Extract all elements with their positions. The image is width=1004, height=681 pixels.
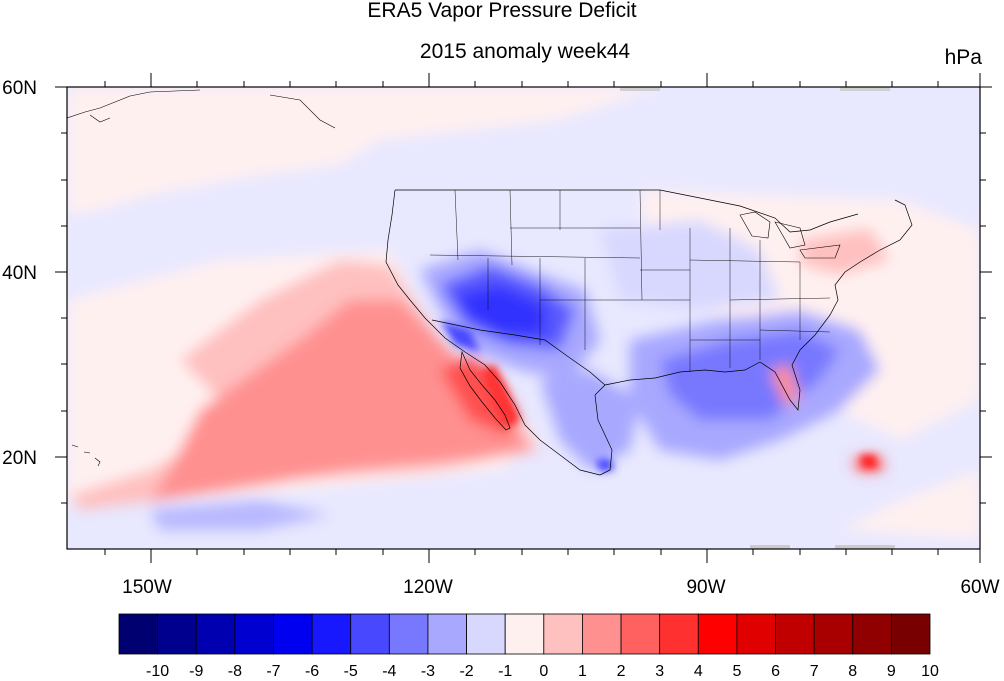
colorbar-swatch	[118, 613, 159, 655]
colorbar-swatch	[157, 613, 197, 655]
colorbar-tick-label: -9	[189, 663, 203, 680]
hawaii-islands	[71, 444, 101, 467]
latitude-labels: 60N 40N 20N	[2, 78, 37, 469]
anomaly-field	[67, 87, 980, 549]
colorbar-swatch	[466, 613, 506, 655]
canada-border	[395, 189, 859, 233]
colorbar-swatch	[195, 613, 236, 655]
colorbar-tick-label: -4	[382, 663, 396, 680]
colorbar-swatch	[388, 613, 429, 655]
colorbar-tick-label: 0	[539, 663, 548, 680]
colorbar-swatch	[273, 613, 313, 655]
colorbar-tick-label: 2	[617, 663, 626, 680]
colorbar-tick-label: -2	[459, 663, 473, 680]
lon-label-90w: 90W	[686, 577, 725, 598]
colorbar-swatch	[350, 613, 390, 655]
colorbar-tick-label: 8	[848, 663, 857, 680]
colorbar-tick-label: -3	[421, 663, 435, 680]
alaska-coast	[67, 89, 336, 129]
lon-label-60w: 60W	[960, 577, 999, 598]
lat-label-40n: 40N	[2, 263, 37, 284]
colorbar-tick-label: 5	[732, 663, 741, 680]
colorbar-swatch	[775, 613, 815, 655]
colorbar-tick-label: 4	[694, 663, 703, 680]
colorbar-tick-label: -6	[305, 663, 319, 680]
colorbar-swatch	[813, 613, 854, 655]
map-boundaries	[67, 89, 913, 476]
great-lakes	[739, 211, 841, 259]
colorbar-tick-label: -8	[228, 663, 242, 680]
colorbar-swatch	[582, 613, 622, 655]
colorbar-tick-label: -7	[266, 663, 280, 680]
colorbar-tick-label: 10	[921, 663, 939, 680]
colorbar-tick-label: 6	[771, 663, 780, 680]
colorbar-swatch	[504, 613, 545, 655]
colorbar-tick-label: 7	[810, 663, 819, 680]
colorbar-swatch	[427, 613, 467, 655]
colorbar-swatch	[697, 613, 738, 655]
colorbar-swatch	[852, 613, 892, 655]
colorbar-swatch	[543, 613, 583, 655]
colorbar-tick-label: -1	[498, 663, 512, 680]
frame-ticks	[55, 73, 992, 563]
colorbar-swatch	[890, 613, 931, 655]
west-coastline	[385, 189, 601, 476]
us-state-lines	[429, 189, 831, 372]
colorbar-swatch	[620, 613, 661, 655]
lon-label-120w: 120W	[403, 577, 453, 598]
colorbar-tick-label: -10	[146, 663, 169, 680]
lat-label-60n: 60N	[2, 78, 37, 99]
anomaly-detail	[440, 320, 878, 472]
longitude-labels: 150W 120W 90W 60W	[122, 577, 999, 598]
colorbar-swatch	[736, 613, 776, 655]
colorbar-tick-label: -5	[344, 663, 358, 680]
mexico-border	[431, 319, 606, 386]
colorbar: -10 -9 -8 -7 -6 -5 -4 -3 -2 -1 0 1 2 3 4 5 6 7 8 9 10	[118, 613, 939, 680]
colorbar-swatch	[311, 613, 352, 655]
figure-subtitle: 2015 anomaly week44	[420, 40, 630, 63]
lon-label-150w: 150W	[122, 577, 172, 598]
units-label: hPa	[945, 46, 983, 69]
anomaly-shading	[67, 87, 980, 540]
lat-label-20n: 20N	[2, 448, 37, 469]
colorbar-tick-label: 9	[887, 663, 896, 680]
colorbar-tick-label: 1	[578, 663, 587, 680]
colorbar-swatch	[234, 613, 274, 655]
gulf-coastline	[594, 199, 913, 476]
colorbar-swatch	[659, 613, 699, 655]
baja-peninsula	[459, 350, 511, 431]
figure-title: ERA5 Vapor Pressure Deficit	[367, 0, 636, 22]
colorbar-tick-label: 3	[655, 663, 664, 680]
